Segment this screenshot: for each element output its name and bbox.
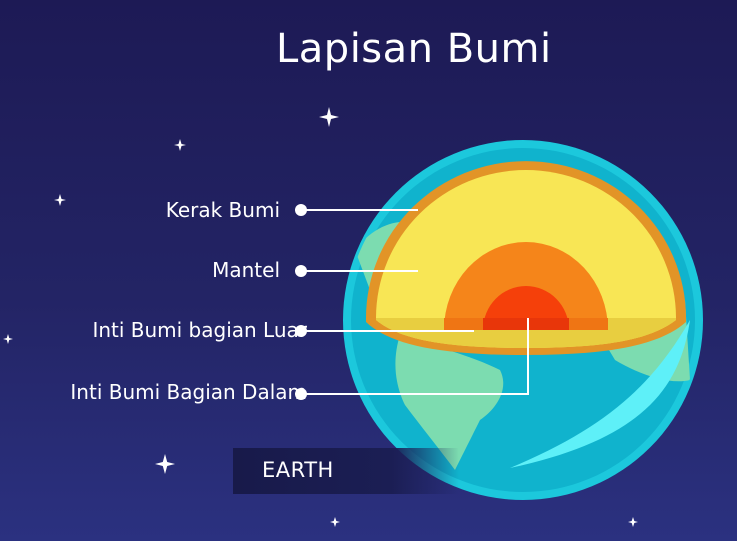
earth-banner-text: EARTH <box>262 458 334 482</box>
leader-dot <box>295 265 307 277</box>
star-icon <box>3 334 13 344</box>
star-icon <box>174 139 186 151</box>
label-outer-core: Inti Bumi bagian Luar <box>92 318 307 342</box>
label-inner-core: Inti Bumi Bagian Dalam <box>70 380 307 404</box>
earth-banner <box>233 448 459 494</box>
star-icon <box>330 517 340 527</box>
star-icon <box>54 194 66 206</box>
stars <box>3 107 638 527</box>
leader-dot <box>295 388 307 400</box>
diagram-title: Lapisan Bumi <box>276 26 552 72</box>
landmass <box>395 335 504 470</box>
inner-core-slice <box>483 318 569 330</box>
leader-lines <box>301 209 529 395</box>
star-icon <box>319 107 339 127</box>
globe-highlight <box>510 320 690 468</box>
leader-line-inner-core <box>301 318 529 395</box>
leader-dot <box>295 325 307 337</box>
leader-dots <box>295 204 307 400</box>
star-icon <box>155 454 175 474</box>
label-crust: Kerak Bumi <box>165 198 280 222</box>
leader-dot <box>295 204 307 216</box>
label-mantle: Mantel <box>212 258 280 282</box>
star-icon <box>628 517 638 527</box>
layer-cutaway <box>366 161 686 355</box>
